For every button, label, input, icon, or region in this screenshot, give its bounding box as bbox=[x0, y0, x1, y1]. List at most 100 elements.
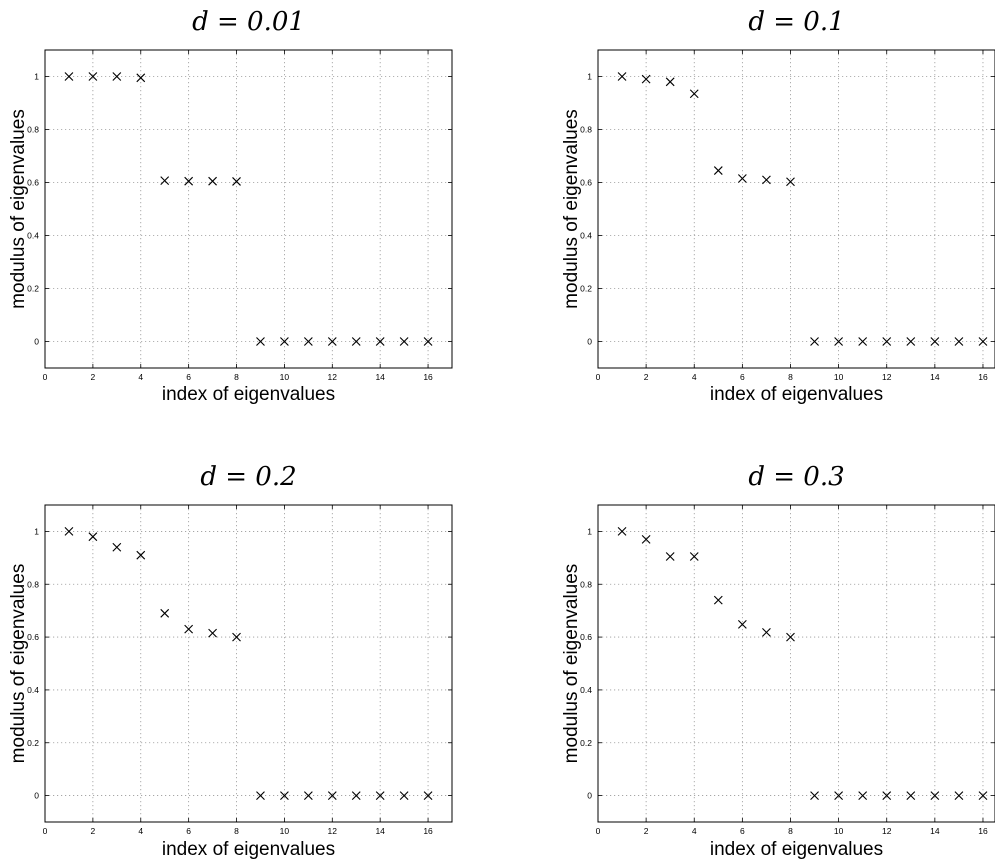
x-tick-label: 12 bbox=[882, 372, 892, 382]
x-tick-label: 2 bbox=[91, 826, 96, 836]
y-tick-label: 0.2 bbox=[27, 738, 39, 748]
y-tick-label: 1 bbox=[587, 72, 592, 82]
data-point-marker bbox=[399, 791, 409, 800]
x-tick-label: 10 bbox=[280, 372, 290, 382]
x-tick-label: 2 bbox=[644, 826, 649, 836]
x-tick-label: 16 bbox=[423, 826, 433, 836]
data-point-marker bbox=[64, 527, 74, 536]
data-point-marker bbox=[617, 72, 627, 81]
y-tick-label: 1 bbox=[34, 72, 39, 82]
data-point-marker bbox=[834, 337, 843, 346]
x-tick-label: 16 bbox=[423, 372, 433, 382]
data-point-marker bbox=[689, 552, 699, 561]
y-tick-label: 0.8 bbox=[580, 125, 592, 135]
data-point-marker bbox=[232, 177, 241, 186]
y-axis-label: modulus of eigenvalues bbox=[8, 109, 29, 309]
y-tick-label: 0.2 bbox=[580, 738, 592, 748]
data-point-marker bbox=[375, 337, 385, 346]
data-point-marker bbox=[208, 176, 217, 186]
x-tick-label: 0 bbox=[596, 372, 601, 382]
data-point-marker bbox=[351, 791, 361, 800]
data-point-marker bbox=[112, 72, 122, 81]
y-tick-label: 0.4 bbox=[580, 231, 592, 241]
x-tick-label: 10 bbox=[280, 826, 290, 836]
data-point-marker bbox=[88, 72, 98, 81]
x-tick-label: 16 bbox=[978, 372, 988, 382]
x-tick-label: 2 bbox=[644, 372, 649, 382]
data-point-marker bbox=[810, 791, 819, 800]
x-tick-label: 4 bbox=[138, 826, 143, 836]
y-tick-label: 0.8 bbox=[27, 579, 39, 589]
chart-title: d = 0.3 bbox=[748, 462, 844, 492]
data-point-marker bbox=[160, 176, 170, 186]
data-point-marker bbox=[327, 791, 337, 800]
data-point-marker bbox=[256, 337, 265, 346]
x-tick-label: 6 bbox=[740, 372, 745, 382]
x-tick-label: 14 bbox=[375, 826, 385, 836]
data-point-marker bbox=[280, 337, 289, 346]
data-point-marker bbox=[978, 791, 988, 800]
data-point-marker bbox=[858, 791, 868, 800]
y-tick-label: 0.4 bbox=[27, 685, 39, 695]
y-axis-label: modulus of eigenvalues bbox=[8, 564, 29, 764]
data-point-marker bbox=[88, 532, 98, 542]
data-point-marker bbox=[810, 337, 819, 346]
x-tick-label: 4 bbox=[692, 826, 697, 836]
x-tick-label: 6 bbox=[186, 826, 191, 836]
y-tick-label: 0 bbox=[587, 337, 592, 347]
data-point-marker bbox=[737, 620, 747, 629]
x-tick-label: 8 bbox=[234, 826, 239, 836]
data-point-marker bbox=[954, 337, 964, 346]
data-point-marker bbox=[232, 632, 241, 642]
data-point-marker bbox=[930, 791, 940, 800]
y-tick-label: 0 bbox=[587, 791, 592, 801]
x-tick-label: 8 bbox=[788, 826, 793, 836]
x-tick-label: 12 bbox=[328, 372, 338, 382]
data-point-marker bbox=[882, 791, 892, 800]
data-point-marker bbox=[423, 791, 433, 800]
data-point-marker bbox=[713, 166, 723, 175]
plot-frame bbox=[44, 49, 453, 369]
data-point-marker bbox=[112, 542, 122, 552]
data-point-marker bbox=[136, 73, 146, 83]
x-tick-label: 0 bbox=[596, 826, 601, 836]
chart-panel-d-0-3: 0 2 4 6 8 10 12 14 16 0 0.2 0.4 0.6 0.8 1 d = 0.3 index … bbox=[561, 462, 995, 860]
data-point-marker bbox=[617, 527, 627, 536]
data-point-marker bbox=[786, 632, 795, 642]
x-tick-label: 6 bbox=[186, 372, 191, 382]
x-tick-label: 10 bbox=[834, 372, 844, 382]
data-point-marker bbox=[641, 74, 651, 84]
y-tick-label: 0.6 bbox=[27, 632, 39, 642]
y-tick-label: 0.2 bbox=[580, 284, 592, 294]
x-tick-label: 14 bbox=[930, 372, 940, 382]
x-tick-label: 4 bbox=[138, 372, 143, 382]
y-tick-label: 0.6 bbox=[580, 178, 592, 188]
data-point-marker bbox=[713, 595, 723, 605]
y-tick-label: 0 bbox=[34, 337, 39, 347]
chart-title: d = 0.1 bbox=[748, 7, 844, 37]
data-point-marker bbox=[665, 552, 675, 561]
y-tick-label: 0.4 bbox=[580, 685, 592, 695]
plot-frame bbox=[597, 49, 995, 369]
data-point-marker bbox=[906, 337, 916, 346]
data-point-marker bbox=[160, 608, 170, 618]
y-tick-label: 0 bbox=[34, 791, 39, 801]
x-tick-label: 6 bbox=[740, 826, 745, 836]
data-point-marker bbox=[375, 791, 385, 800]
x-tick-label: 2 bbox=[91, 372, 96, 382]
data-point-marker bbox=[256, 791, 265, 800]
data-point-marker bbox=[665, 77, 675, 87]
x-tick-label: 8 bbox=[234, 372, 239, 382]
data-point-marker bbox=[737, 174, 747, 183]
x-tick-label: 8 bbox=[788, 372, 793, 382]
plot-frame bbox=[44, 504, 453, 823]
x-axis-label: index of eigenvalues bbox=[710, 839, 883, 860]
data-point-marker bbox=[786, 177, 795, 187]
x-tick-label: 0 bbox=[43, 372, 48, 382]
data-point-marker bbox=[978, 337, 988, 346]
y-tick-label: 0.4 bbox=[27, 231, 39, 241]
data-point-marker bbox=[954, 791, 964, 800]
x-axis-label: index of eigenvalues bbox=[162, 839, 335, 860]
y-axis-label: modulus of eigenvalues bbox=[561, 109, 582, 309]
